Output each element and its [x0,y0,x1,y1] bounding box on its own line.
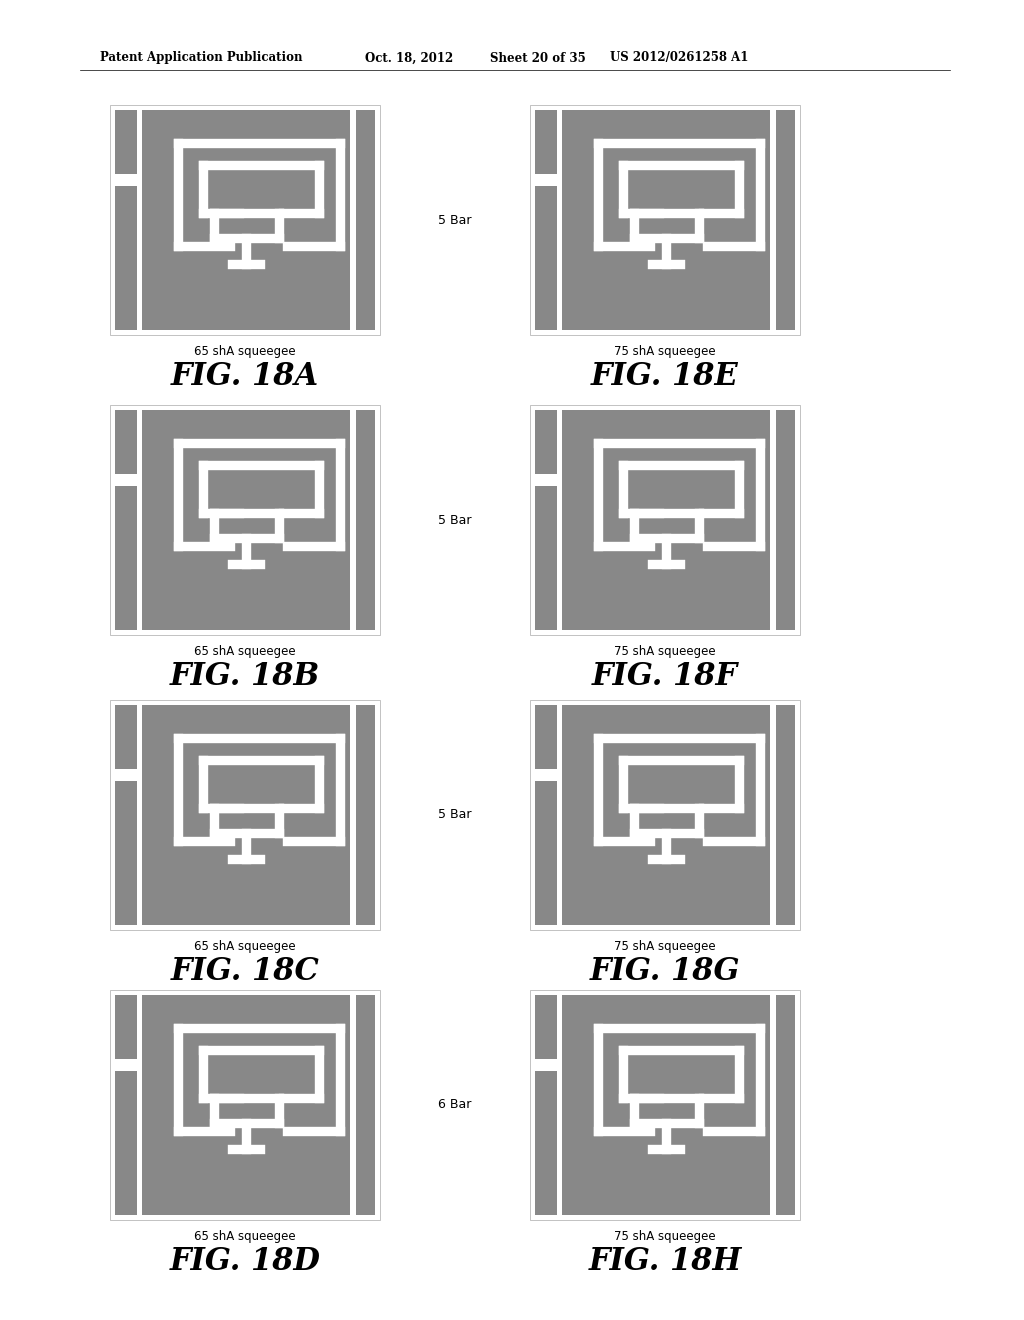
Bar [562,994,770,1216]
Text: 75 shA squeegee: 75 shA squeegee [614,1230,716,1243]
Text: Sheet 20 of 35: Sheet 20 of 35 [490,51,586,65]
Bar [116,486,137,631]
Bar [776,409,795,631]
Bar [562,409,770,631]
Text: 75 shA squeegee: 75 shA squeegee [614,940,716,953]
Bar [110,405,380,635]
Bar [536,186,557,330]
Text: 5 Bar: 5 Bar [438,808,472,821]
Text: FIG. 18D: FIG. 18D [170,1246,321,1276]
Bar [110,990,380,1220]
Text: FIG. 18H: FIG. 18H [589,1246,741,1276]
Bar [116,994,137,1059]
Bar [530,405,800,635]
Bar [530,106,800,335]
Bar [116,186,137,330]
Text: 5 Bar: 5 Bar [438,513,472,527]
Text: FIG. 18A: FIG. 18A [171,360,319,392]
Text: 5 Bar: 5 Bar [438,214,472,227]
Text: FIG. 18C: FIG. 18C [171,956,319,987]
Bar [142,110,350,330]
Bar [536,1071,557,1216]
Text: 6 Bar: 6 Bar [438,1098,472,1111]
Text: US 2012/0261258 A1: US 2012/0261258 A1 [610,51,749,65]
Bar [530,990,800,1220]
Bar [355,994,375,1216]
Bar [355,705,375,925]
Bar [776,110,795,330]
Bar [536,705,557,770]
Bar [530,700,800,931]
Bar [776,994,795,1216]
Bar [116,110,137,174]
Text: FIG. 18F: FIG. 18F [592,661,738,692]
Text: 65 shA squeegee: 65 shA squeegee [195,940,296,953]
Text: 75 shA squeegee: 75 shA squeegee [614,645,716,657]
Bar [536,486,557,631]
Text: 65 shA squeegee: 65 shA squeegee [195,1230,296,1243]
Bar [116,1071,137,1216]
Text: FIG. 18G: FIG. 18G [590,956,740,987]
Text: FIG. 18E: FIG. 18E [591,360,739,392]
Text: 65 shA squeegee: 65 shA squeegee [195,345,296,358]
Bar [536,780,557,925]
Text: FIG. 18B: FIG. 18B [170,661,321,692]
Bar [142,705,350,925]
Text: Oct. 18, 2012: Oct. 18, 2012 [365,51,454,65]
Bar [116,780,137,925]
Bar [776,705,795,925]
Bar [562,705,770,925]
Bar [355,110,375,330]
Text: 75 shA squeegee: 75 shA squeegee [614,345,716,358]
Bar [536,409,557,474]
Bar [355,409,375,631]
Text: Patent Application Publication: Patent Application Publication [100,51,302,65]
Bar [110,106,380,335]
Bar [142,409,350,631]
Bar [116,409,137,474]
Bar [110,700,380,931]
Bar [536,994,557,1059]
Text: 65 shA squeegee: 65 shA squeegee [195,645,296,657]
Bar [116,705,137,770]
Bar [562,110,770,330]
Bar [142,994,350,1216]
Bar [536,110,557,174]
